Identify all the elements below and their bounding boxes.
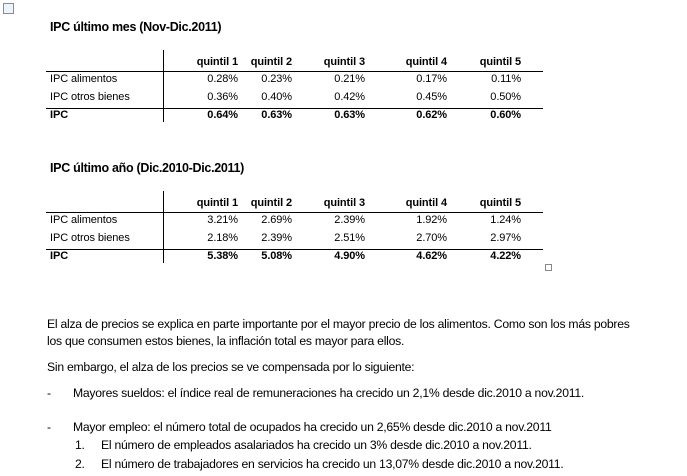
column-header: quintil 3 [323,197,365,209]
column-header: quintil 5 [479,56,521,68]
paragraph: El alza de precios se explica en parte i… [47,317,630,348]
table-title: IPC último año (Dic.2010-Dic.2011) [50,161,245,175]
sub-marker: 1. [75,438,85,452]
column-rule [163,191,164,263]
table-cell: 4.22% [490,250,521,262]
paragraph: Sin embargo, el alza de los precios se v… [47,360,415,374]
table-cell: 0.63% [334,109,365,121]
table-cell: 2.39% [261,231,292,244]
table-cell: 0.60% [490,109,521,121]
total-rule [46,248,543,250]
table-cell: 0.28% [207,73,238,85]
table-cell: 0.63% [261,109,292,121]
table-cell: 1.24% [490,214,521,226]
list-marker: - [47,386,51,400]
row-label: IPC [50,109,69,121]
table-cell: 0.50% [490,90,521,103]
table-cell: 0.21% [334,73,365,85]
resize-handle [545,264,552,271]
table-cell: 0.64% [207,109,238,121]
list-item: Mayores sueldos: el índice real de remun… [73,386,585,400]
sub-item: El número de empleados asalariados ha cr… [101,438,532,452]
column-header: quintil 4 [405,56,447,68]
sub-marker: 2. [75,457,85,471]
table-cell: 0.40% [261,90,292,103]
row-label: IPC otros bienes [50,231,130,244]
column-header: quintil 5 [479,197,521,209]
table-cell: 4.90% [334,250,365,262]
table-cell: 0.11% [491,73,521,85]
table-cell: 0.23% [261,73,292,85]
table-cell: 1.92% [416,214,447,226]
table-title: IPC último mes (Nov-Dic.2011) [50,20,222,34]
column-header: quintil 3 [323,56,365,68]
table-cell: 2.70% [416,231,447,244]
sub-item: El número de trabajadores en servicios h… [101,457,564,471]
table-cell: 3.21% [207,214,238,226]
table-cell: 0.45% [416,90,447,103]
header-rule [46,71,543,72]
table-cell: 0.62% [416,109,447,121]
column-header: quintil 4 [405,197,447,209]
table-cell: 4.62% [416,250,447,262]
table-cell: 2.18% [207,231,238,244]
list-marker: - [47,420,51,434]
column-header: quintil 2 [250,197,292,209]
row-label: IPC otros bienes [50,90,130,103]
row-label: IPC [50,250,69,262]
row-label: IPC alimentos [50,73,118,85]
table-cell: 2.69% [261,214,292,226]
column-header: quintil 2 [250,56,292,68]
list-item: Mayor empleo: el número total de ocupado… [73,420,552,434]
row-label: IPC alimentos [50,214,118,226]
table-cell: 0.17% [416,73,447,85]
table-cell: 5.08% [261,250,292,262]
table-cell: 2.97% [490,231,521,244]
table-cell: 0.36% [207,90,238,103]
table-cell: 5.38% [207,250,238,262]
table-cell: 0.42% [334,90,365,103]
table-cell: 2.51% [334,231,365,244]
header-rule [46,212,543,213]
column-header: quintil 1 [196,56,238,68]
column-rule [163,50,164,122]
total-rule [46,107,543,109]
column-header: quintil 1 [196,197,238,209]
table-move-handle [3,3,14,14]
table-cell: 2.39% [334,214,365,226]
